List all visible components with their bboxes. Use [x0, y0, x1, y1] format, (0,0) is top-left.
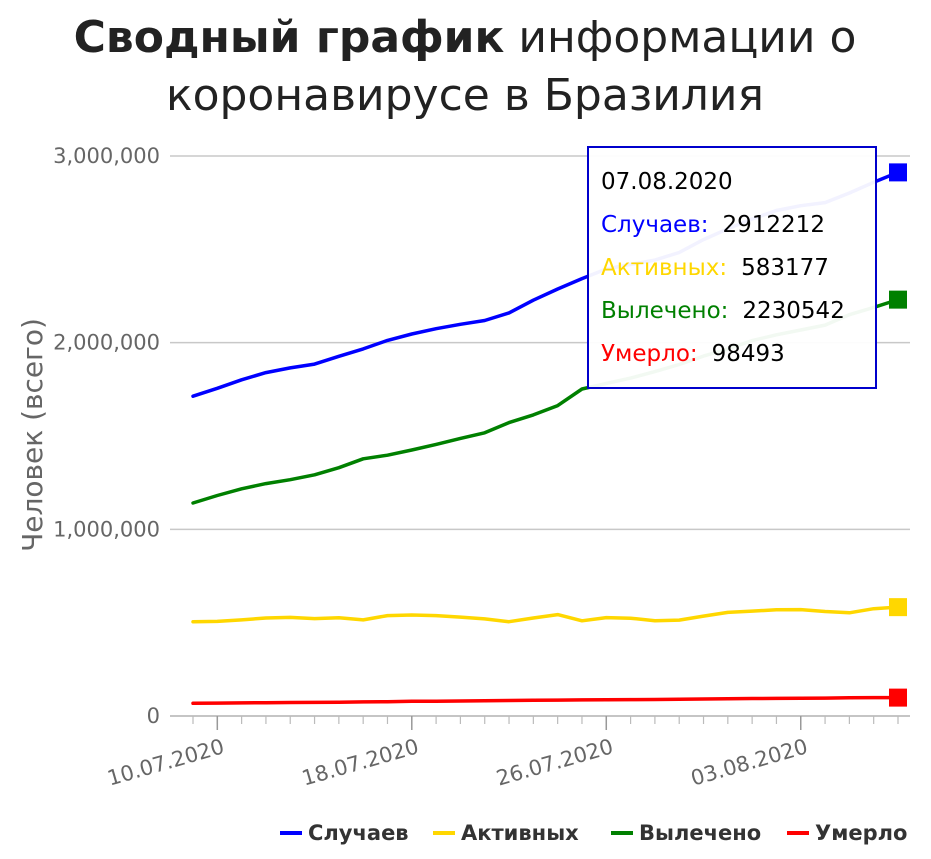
tooltip-row-value: 583177 — [741, 255, 829, 281]
tooltip-row-label: Умерло: — [601, 341, 698, 367]
legend-item[interactable]: Вылечено — [611, 821, 761, 845]
legend-item[interactable]: Активных — [433, 821, 579, 845]
chart-title-line-2: коронавирусе в Бразилия — [166, 70, 764, 121]
tooltip-row: Вылечено: 2230542 — [601, 298, 845, 324]
y-tick-label: 1,000,000 — [53, 517, 160, 541]
chart-title-bold: Сводный график — [74, 12, 505, 63]
legend-label: Умерло — [815, 821, 907, 845]
tooltip-box — [587, 146, 877, 389]
y-tick-label: 0 — [147, 704, 160, 728]
series-end-markers — [889, 163, 907, 707]
tooltip-row: Случаев: 2912212 — [601, 212, 825, 238]
tooltip-row-value: 2912212 — [723, 212, 825, 238]
legend-item[interactable]: Случаев — [280, 821, 409, 845]
tooltip-row-label: Активных: — [601, 255, 727, 281]
legend-label: Вылечено — [639, 821, 761, 845]
tooltip-date: 07.08.2020 — [601, 169, 733, 195]
series-end-marker-3 — [889, 688, 907, 707]
chart-title-line-1: Сводный график информации о — [74, 12, 857, 63]
series-end-marker-0 — [889, 163, 907, 182]
legend: Случаев Активных Вылечено Умерло — [280, 821, 907, 845]
y-tick-label: 2,000,000 — [53, 331, 160, 355]
tooltip: 07.08.2020 Случаев: 2912212 Активных: 58317… — [587, 146, 877, 389]
tooltip-row-value: 2230542 — [742, 298, 844, 324]
y-axis-ticks: 0 1,000,000 2,000,000 3,000,000 — [53, 144, 160, 728]
x-tick-label: 10.07.2020 — [105, 734, 227, 790]
x-tick-label: 26.07.2020 — [494, 734, 616, 790]
chart-title-rest: информации о — [518, 12, 856, 63]
y-axis-title: Человек (всего) — [16, 318, 49, 552]
x-axis: 10.07.2020 18.07.2020 26.07.2020 03.08.2020 — [105, 715, 910, 791]
x-tick-label: 03.08.2020 — [688, 734, 810, 790]
series-end-marker-2 — [889, 290, 907, 309]
tooltip-row-label: Вылечено: — [601, 298, 728, 324]
x-tick-label: 18.07.2020 — [299, 734, 421, 790]
tooltip-row: Активных: 583177 — [601, 255, 829, 281]
tooltip-items: Случаев: 2912212 Активных: 583177 Вылечено: 2… — [601, 212, 845, 367]
legend-label: Активных — [461, 821, 579, 845]
legend-item[interactable]: Умерло — [787, 821, 907, 845]
series-end-marker-1 — [889, 598, 907, 617]
y-tick-label: 3,000,000 — [53, 144, 160, 168]
tooltip-row: Умерло: 98493 — [601, 341, 785, 367]
series-line-1 — [191, 605, 900, 624]
legend-label: Случаев — [308, 821, 409, 845]
tooltip-row-label: Случаев: — [601, 212, 709, 238]
series-line-3 — [191, 695, 900, 706]
tooltip-row-value: 98493 — [712, 341, 785, 367]
